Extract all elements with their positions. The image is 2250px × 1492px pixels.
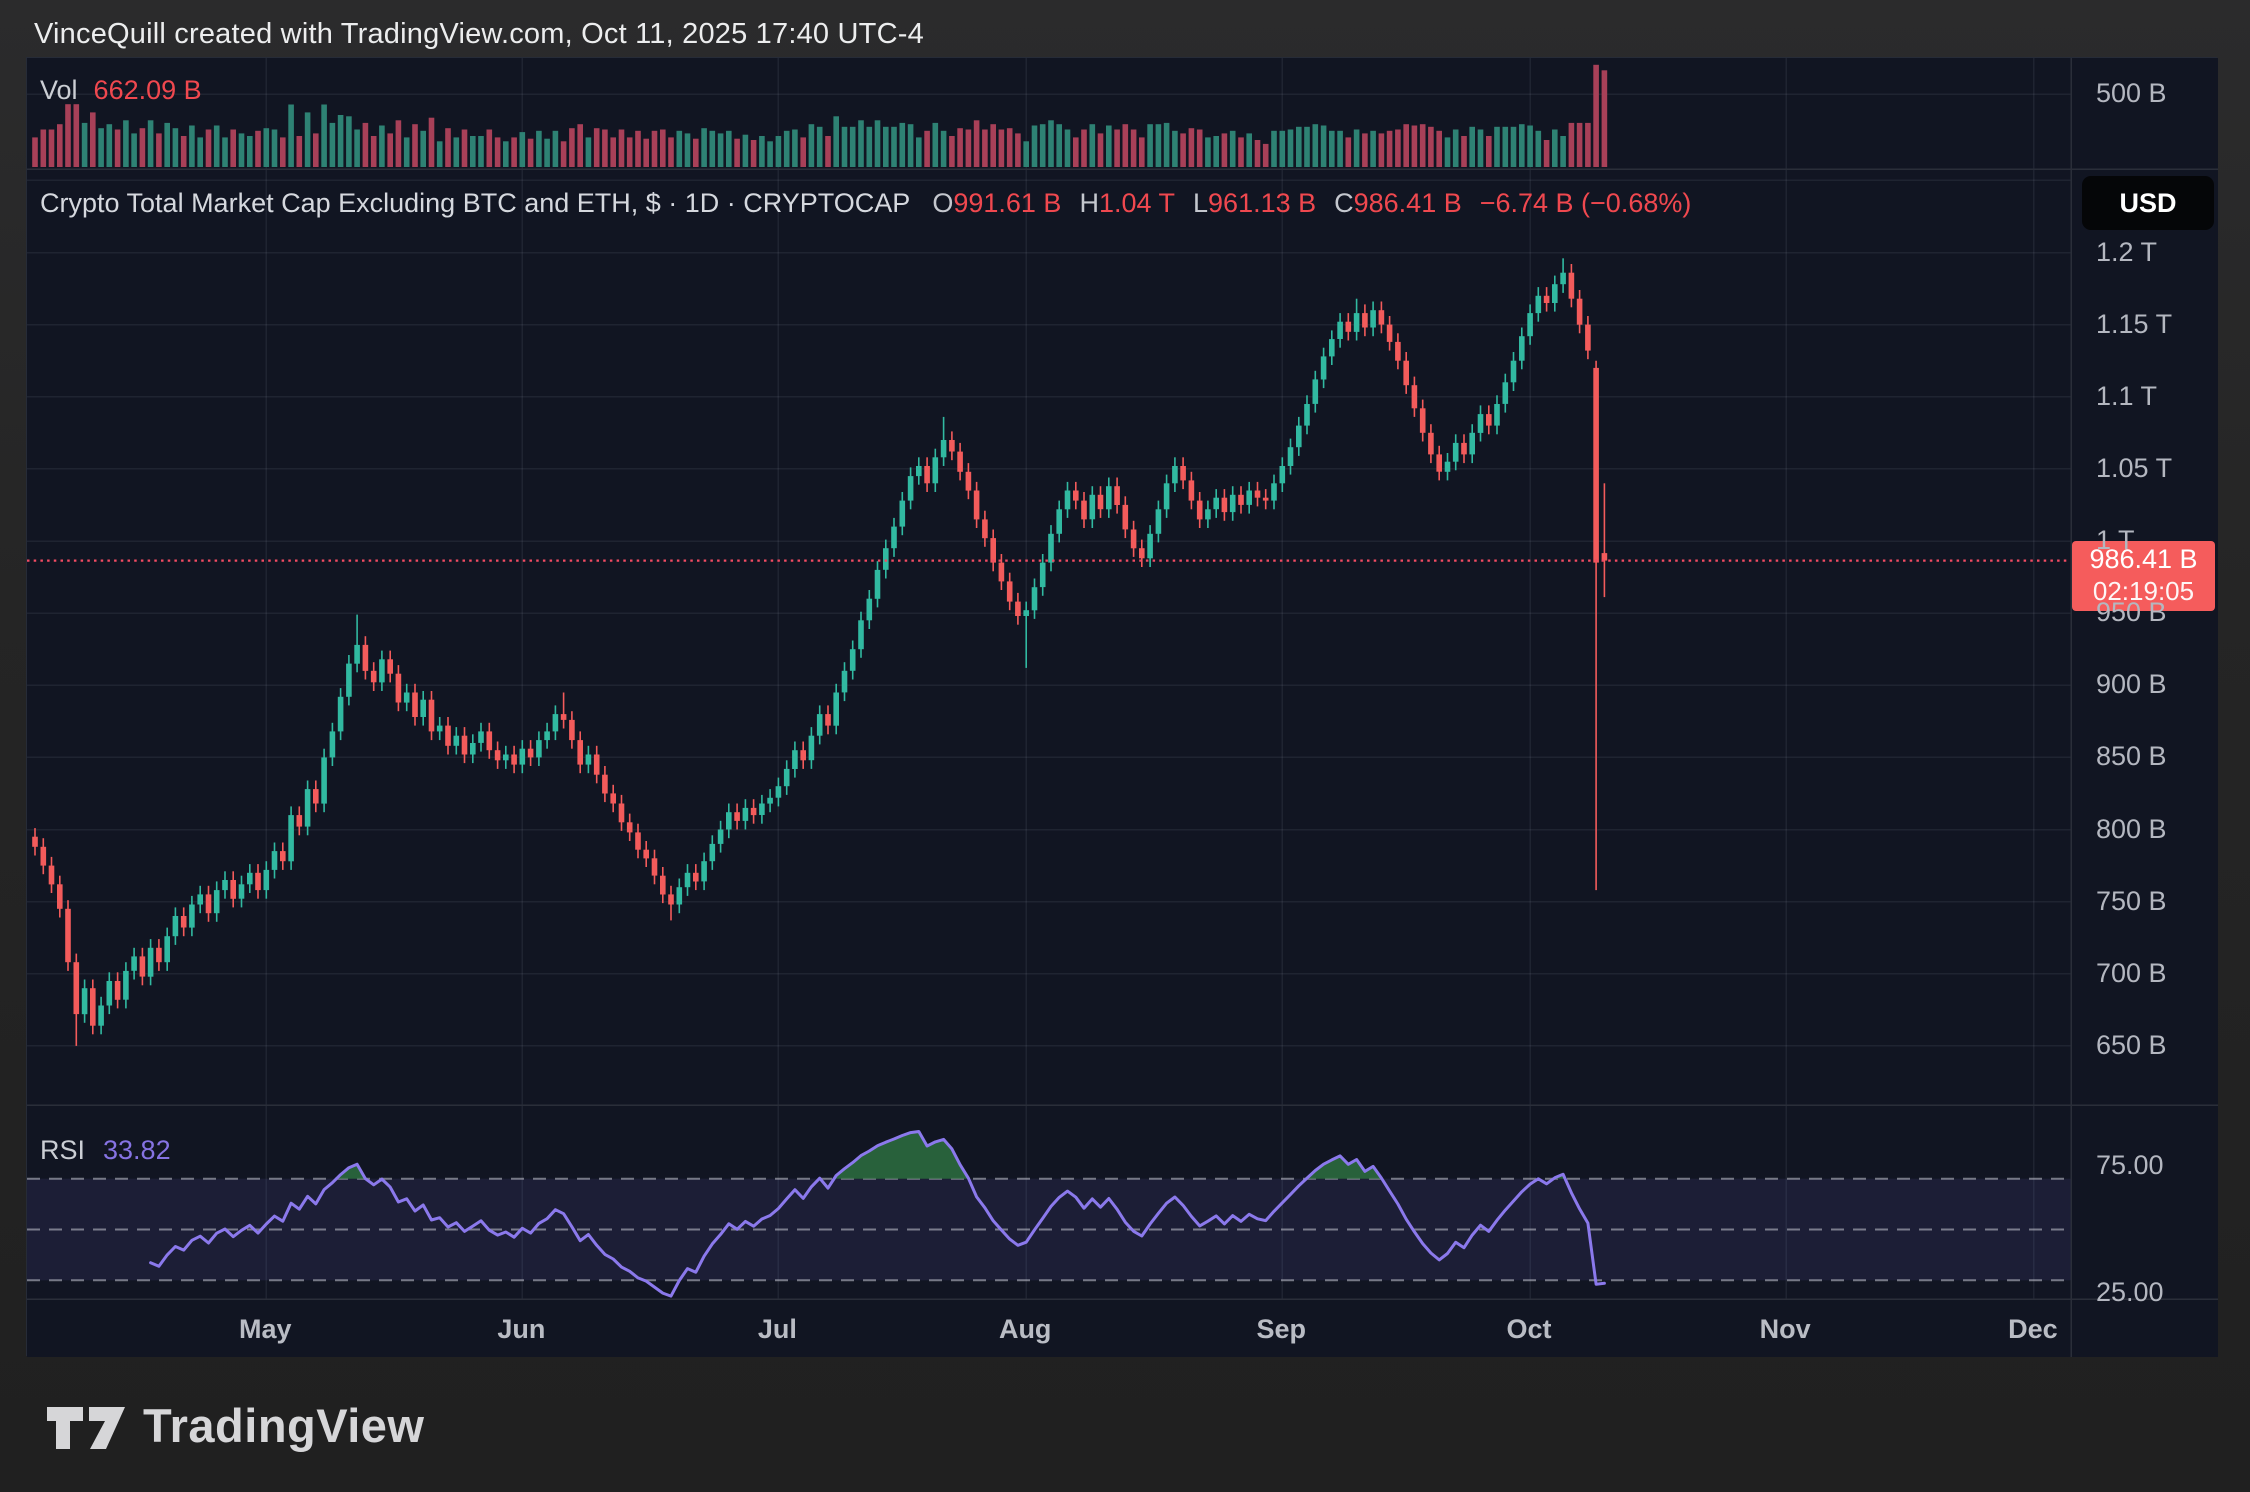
ohlc-value: 1.04 T <box>1098 188 1175 218</box>
volume-value: 662.09 B <box>93 75 202 105</box>
symbol-title: Crypto Total Market Cap Excluding BTC an… <box>40 188 911 218</box>
ohlc-key: H <box>1079 188 1099 218</box>
price-axis-label: 1.2 T <box>2096 236 2158 267</box>
rsi-axis-label: 25.00 <box>2096 1277 2164 1307</box>
time-axis-label: Dec <box>2008 1314 2058 1344</box>
time-axis-label: Oct <box>1506 1314 1552 1344</box>
ohlc-value: 961.13 B <box>1208 188 1317 218</box>
rsi-value: 33.82 <box>103 1135 171 1165</box>
time-axis-label: Nov <box>1759 1314 1811 1344</box>
price-axis-label: 1.1 T <box>2096 380 2158 411</box>
price-axis-label: 800 B <box>2096 813 2167 844</box>
time-axis-label: Jul <box>757 1314 797 1344</box>
chart-canvas[interactable] <box>27 58 2218 1357</box>
price-axis-label: 650 B <box>2096 1029 2167 1060</box>
bar-countdown: 02:19:05 <box>2092 575 2195 606</box>
rsi-legend: RSI 33.82 <box>40 1135 171 1166</box>
price-axis-label: 1.15 T <box>2096 308 2173 339</box>
chart-widget[interactable] <box>26 57 2218 1357</box>
attribution-header: VinceQuill created with TradingView.com,… <box>34 18 924 50</box>
price-axis-label: 900 B <box>2096 669 2167 700</box>
ohlc-key: L <box>1193 188 1209 218</box>
last-price-value: 986.41 B <box>2089 543 2198 574</box>
price-axis-label: 750 B <box>2096 885 2167 916</box>
volume-label: Vol <box>40 75 78 105</box>
price-axis-label: 950 B <box>2096 597 2167 628</box>
ohlc-key: C <box>1334 188 1354 218</box>
time-axis-label: Sep <box>1256 1314 1307 1344</box>
time-axis-label: Aug <box>998 1314 1052 1344</box>
ohlc-pair: H1.04 T <box>1079 188 1175 218</box>
ohlc-value: 991.61 B <box>953 188 1062 218</box>
tradingview-logo-icon <box>47 1406 125 1449</box>
rsi-label: RSI <box>40 1135 86 1165</box>
price-axis-label: 700 B <box>2096 957 2167 988</box>
ohlc-value: 986.41 B <box>1353 188 1462 218</box>
volume-legend: Vol 662.09 B <box>40 75 202 106</box>
time-axis-label: May <box>239 1314 292 1344</box>
currency-toggle-button[interactable]: USD <box>2082 176 2214 230</box>
volume-axis-label: 500 B <box>2096 78 2167 108</box>
ohlc-key: O <box>932 188 954 218</box>
rsi-axis-label: 75.00 <box>2096 1150 2164 1180</box>
ohlc-pair: O991.61 B <box>932 188 1061 218</box>
ohlc-values: O991.61 B H1.04 T L961.13 B C986.41 B <box>932 188 1479 218</box>
ohlc-pair: C986.41 B <box>1334 188 1462 218</box>
change-value: −6.74 B (−0.68%) <box>1479 188 1692 218</box>
price-axis-label: 1.05 T <box>2096 452 2173 483</box>
symbol-legend: Crypto Total Market Cap Excluding BTC an… <box>40 188 1691 219</box>
ohlc-pair: L961.13 B <box>1193 188 1316 218</box>
price-axis-label: 1 T <box>2096 525 2135 555</box>
price-axis-label: 850 B <box>2096 741 2167 772</box>
tradingview-logo[interactable]: TradingView <box>45 1398 425 1453</box>
time-axis-label: Jun <box>497 1314 546 1344</box>
last-price-badge: 986.41 B 02:19:05 <box>2072 540 2215 611</box>
tradingview-logo-text: TradingView <box>143 1399 425 1452</box>
